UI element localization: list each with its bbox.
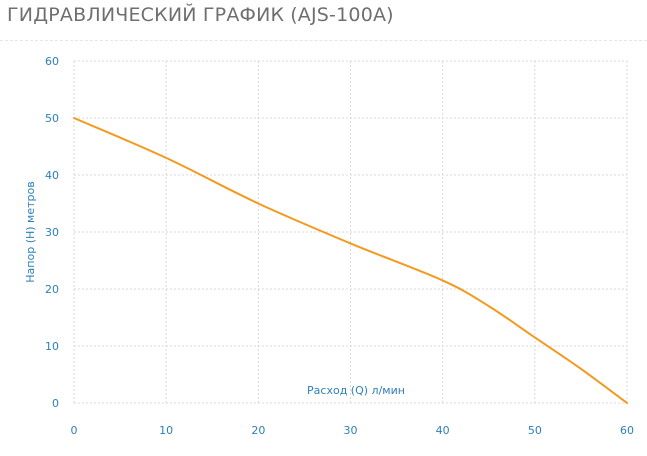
x-tick-label: 60 [620, 424, 634, 437]
chart-title: ГИДРАВЛИЧЕСКИЙ ГРАФИК (AJS-100A) [7, 4, 394, 26]
series-line [73, 117, 628, 404]
grid-lines [73, 60, 628, 404]
x-tick-label: 50 [528, 424, 542, 437]
x-tick-label: 30 [344, 424, 358, 437]
y-tick-label: 30 [45, 226, 59, 239]
x-tick-label: 40 [436, 424, 450, 437]
x-axis-ticks: 0 10 20 30 40 50 60 [71, 424, 635, 437]
y-tick-label: 20 [45, 283, 59, 296]
y-axis-ticks: 0 10 20 30 40 50 60 [45, 55, 59, 410]
title-divider [0, 40, 647, 41]
series-layer [73, 117, 628, 404]
y-tick-label: 50 [45, 112, 59, 125]
y-tick-label: 60 [45, 55, 59, 68]
y-tick-label: 0 [52, 397, 59, 410]
chart-title-main: ГИДРАВЛИЧЕСКИЙ ГРАФИК [7, 4, 285, 26]
y-tick-label: 40 [45, 169, 59, 182]
x-axis-label: Расход (Q) л/мин [307, 384, 405, 397]
x-tick-label: 10 [159, 424, 173, 437]
y-axis-label: Напор (H) метров [24, 181, 37, 282]
x-tick-label: 20 [251, 424, 265, 437]
x-tick-label: 0 [71, 424, 78, 437]
y-tick-label: 10 [45, 340, 59, 353]
chart-title-model: (AJS-100A) [290, 4, 394, 26]
